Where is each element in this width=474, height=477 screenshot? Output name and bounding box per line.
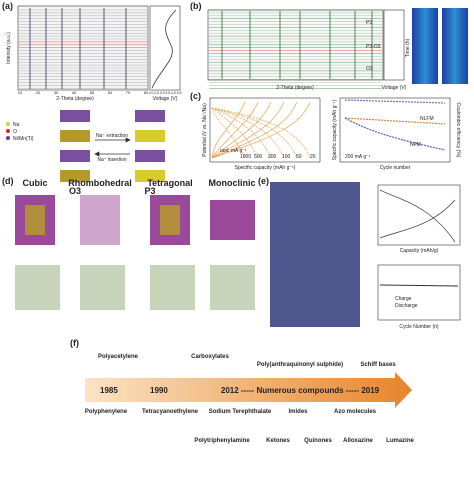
axis-label: 2-Theta (degree): [56, 96, 94, 102]
structure-label: P3: [144, 186, 155, 196]
axis-label: Capacity (mAh/g): [400, 248, 439, 254]
panel-label: (b): [190, 1, 202, 11]
panel-label: (d): [2, 176, 14, 186]
axis-label: 2-Theta (degree): [276, 85, 314, 91]
tick-label: 40: [72, 90, 77, 95]
compound: Quinones: [304, 438, 332, 444]
axis-label: Voltage (V): [153, 96, 178, 102]
rate-label: 20: [310, 154, 316, 160]
curve: [211, 101, 259, 159]
curve: [211, 107, 298, 159]
curve: [211, 107, 272, 159]
rate-label: 50: [296, 154, 302, 160]
axis-label: Cycle number: [380, 165, 411, 171]
axis-label: Time (h): [405, 38, 411, 57]
note: 200 mA g⁻¹: [345, 154, 371, 160]
compound: Tetracyanoethylene: [142, 409, 199, 415]
compound: Schiff bases: [360, 362, 396, 368]
tick-label: 2.0: [149, 91, 154, 95]
curve: [211, 107, 259, 159]
year: 2012 ----- Numerous compounds ----- 2019: [221, 386, 380, 395]
legend-label: Ni/Mn(Ti): [13, 136, 34, 142]
panel-label: (c): [190, 91, 201, 101]
compound: Lumazine: [386, 438, 414, 444]
tick-label: 20: [36, 90, 41, 95]
compound: Carboxylates: [191, 354, 229, 360]
compound: Ketones: [266, 438, 290, 444]
compound: Polyacetylene: [98, 354, 139, 360]
axis-label: Potential (V vs. Na⁺/Na): [202, 103, 208, 157]
tick-label: 2.5: [154, 91, 159, 95]
axis-label: Cycle Number (n): [399, 324, 439, 330]
tick-label: 3.5: [165, 91, 170, 95]
tick-label: 4.5: [177, 91, 182, 95]
curve: [211, 107, 311, 159]
tick-label: 4.0: [171, 91, 176, 95]
rate-label: 1000: [240, 154, 251, 160]
curve: [211, 101, 298, 159]
tick-label: 60: [108, 90, 113, 95]
axis-label: Intensity (a.u.): [6, 32, 12, 64]
series-label: NFM: [410, 142, 421, 148]
tick-label: 3.0: [160, 91, 165, 95]
tick-label: 50: [90, 90, 95, 95]
structure-label: O3: [69, 186, 81, 196]
tick-label: 70: [126, 90, 131, 95]
panel-label: (e): [258, 176, 269, 186]
curve: [211, 107, 246, 159]
note: unit: mA g⁻¹: [220, 148, 247, 154]
phase-title: Cubic: [22, 178, 47, 188]
year: 1990: [150, 386, 168, 395]
rate-label: 200: [268, 154, 277, 160]
tick-label: 10: [18, 90, 23, 95]
curve: [211, 101, 311, 159]
rate-label: 500: [254, 154, 263, 160]
compound: Alloxazine: [343, 438, 373, 444]
phase-label: O3: [366, 66, 373, 72]
axis-label: Voltage (V): [382, 85, 407, 91]
curve: [211, 101, 272, 159]
curve: [211, 101, 285, 159]
compound: Azo molecules: [334, 409, 377, 415]
phase-label: P3-O3: [366, 44, 381, 50]
process-label: Na⁺ extraction: [96, 133, 128, 139]
legend-label: Discharge: [395, 303, 418, 309]
compound: Poly(anthraquinonyl sulphide): [257, 362, 343, 368]
year: 1985: [100, 386, 118, 395]
legend-label: O: [13, 129, 17, 135]
series-label: NLFM: [420, 116, 434, 122]
legend-label: Charge: [395, 296, 412, 302]
tick-label: 80: [144, 90, 149, 95]
process-label: Na⁺ insertion: [97, 157, 127, 163]
panel-label: (a): [2, 1, 13, 11]
phase-title: Rhombohedral: [68, 178, 132, 188]
rate-label: 100: [282, 154, 291, 160]
curve: [211, 107, 285, 159]
axis-label: Specific capacity (mAh g⁻¹): [235, 165, 296, 171]
panel-label: (f): [70, 338, 79, 348]
curve: [211, 101, 246, 159]
axis-label: Coulombic efficiency (%): [455, 103, 461, 158]
phase-title: Monoclinic: [209, 178, 256, 188]
phase-title: Tetragonal: [147, 178, 192, 188]
decoration: [6, 5, 468, 408]
axis-label: Specific capacity (mAh g⁻¹): [332, 99, 338, 160]
tick-label: 30: [54, 90, 59, 95]
compound: Polytriphenylamine: [194, 438, 250, 444]
legend-label: Na: [13, 122, 20, 128]
compound: Imides: [288, 409, 308, 415]
compound: Polyphenylene: [85, 409, 128, 415]
phase-label: P3: [366, 20, 372, 26]
compound: Sodium Terephthalate: [209, 409, 272, 415]
